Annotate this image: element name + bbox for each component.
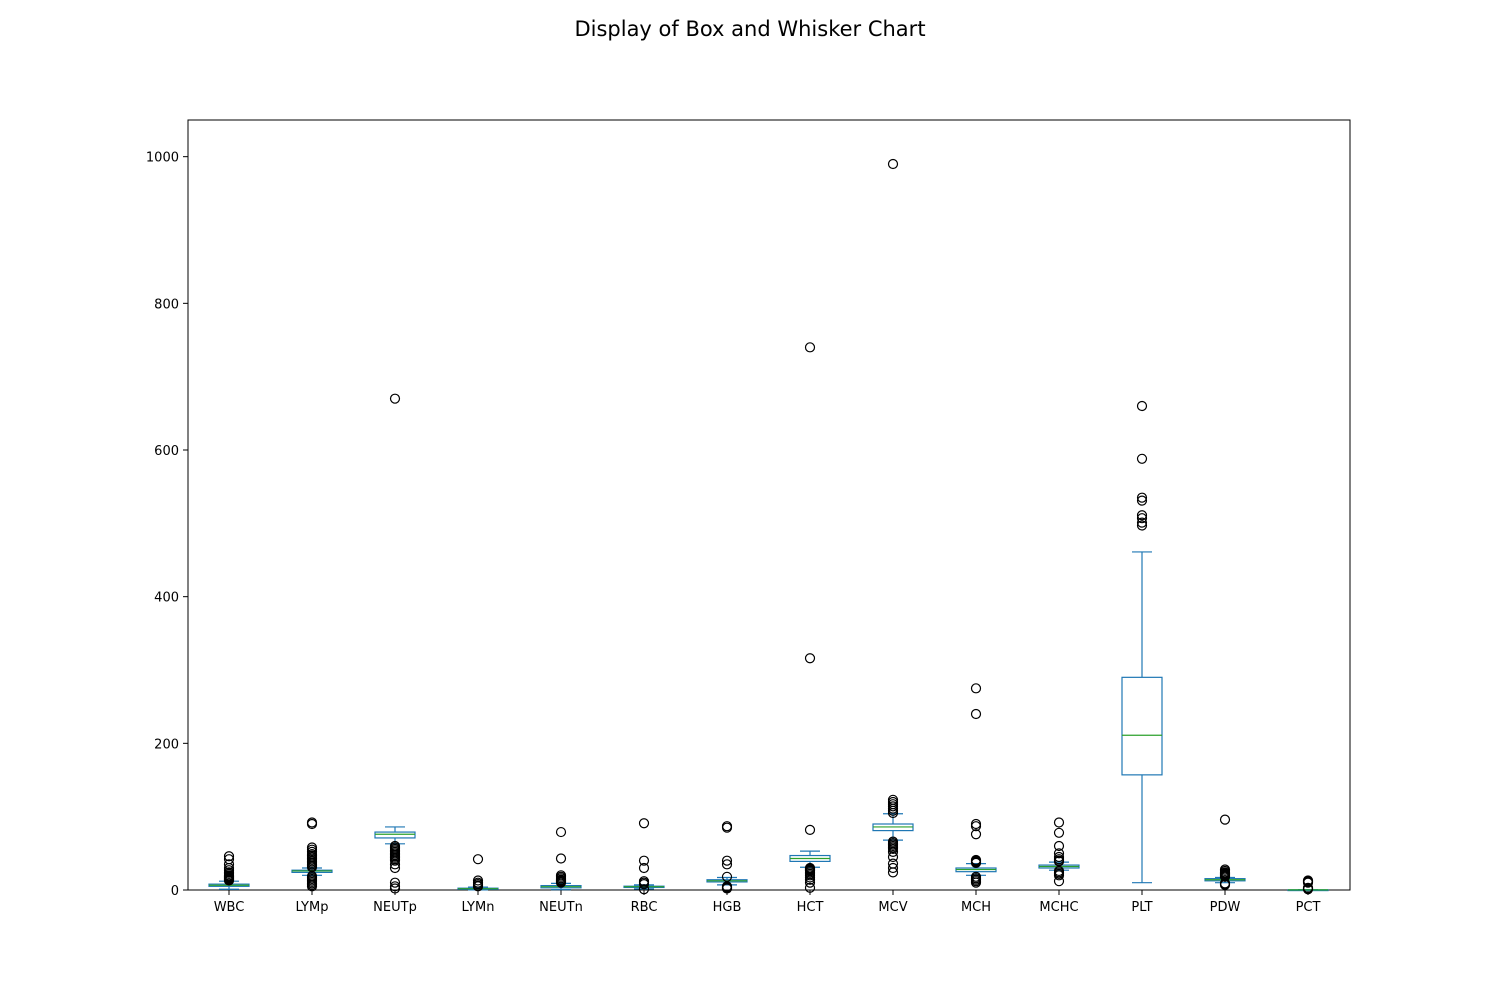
flier-mchc — [1053, 851, 1065, 863]
flier-pct — [1302, 875, 1314, 886]
flier-pct — [1302, 882, 1314, 893]
flier-hct — [804, 653, 816, 664]
box-plt — [1121, 676, 1163, 776]
flier-mchc — [1053, 848, 1065, 859]
flier-plt — [1136, 513, 1148, 524]
flier-neutn — [555, 870, 567, 881]
plot-area: 0 200 400 600 800 1000 WBC LYMp NEUTp LYMn NEUTn RB… — [146, 119, 1351, 915]
x-tick-label-hgb: HGB — [713, 900, 742, 915]
flier-rbc — [638, 862, 650, 874]
flier-rbc — [638, 876, 650, 887]
flier-plt — [1136, 510, 1148, 521]
x-tick-label-pdw: PDW — [1210, 900, 1241, 915]
y-tick-label: 200 — [154, 737, 179, 752]
flier-hgb — [721, 821, 733, 832]
chart-title: Display of Box and Whisker Chart — [574, 17, 925, 41]
flier-mchc — [1053, 840, 1065, 852]
x-tick-label-mchc: MCHC — [1039, 900, 1078, 915]
flier-plt — [1136, 400, 1148, 412]
flier-rbc — [638, 855, 650, 866]
x-tick-label-pct: PCT — [1296, 900, 1321, 915]
flier-lymp — [306, 817, 318, 828]
flier-neutn — [555, 853, 567, 864]
y-tick-label: 400 — [154, 591, 179, 606]
flier-mchc — [1053, 827, 1065, 838]
flier-rbc — [638, 884, 650, 895]
flier-plt — [1136, 492, 1148, 503]
flier-hgb — [721, 871, 733, 882]
y-tick-label: 600 — [154, 444, 179, 459]
x-tick-label-mch: MCH — [961, 900, 991, 915]
y-tick-label: 1000 — [146, 151, 179, 166]
flier-rbc — [638, 818, 650, 829]
flier-hgb — [721, 859, 733, 870]
flier-lymn — [472, 854, 484, 865]
flier-wbc — [223, 859, 235, 870]
x-tick-label-plt: PLT — [1131, 900, 1152, 915]
x-tick-label-lymp: LYMp — [296, 900, 329, 915]
flier-pdw — [1219, 864, 1231, 875]
flier-lymp — [306, 842, 318, 853]
flier-neutp — [389, 393, 401, 404]
flier-mch — [970, 871, 982, 882]
flier-mcv — [887, 794, 899, 805]
y-tick-label: 800 — [154, 297, 179, 312]
flier-mch — [970, 829, 982, 840]
flier-mcv — [887, 158, 899, 170]
box-neutp — [374, 831, 416, 839]
x-tick-label-mcv: MCV — [878, 900, 907, 915]
flier-mchc — [1053, 817, 1065, 828]
flier-plt — [1136, 453, 1148, 464]
flier-mch — [970, 854, 982, 866]
flier-mch — [970, 818, 982, 830]
flier-neutn — [555, 826, 567, 838]
flier-lymn — [472, 875, 484, 886]
flier-neutp — [389, 877, 401, 888]
flier-hct — [804, 882, 816, 893]
plot-frame — [187, 119, 1351, 891]
x-tick-label-neutn: NEUTn — [539, 900, 583, 915]
y-tick-label: 0 — [171, 884, 179, 899]
flier-hct — [804, 342, 816, 353]
flier-wbc — [223, 851, 235, 862]
x-tick-label-hct: HCT — [797, 900, 824, 915]
flier-mcv — [887, 858, 899, 869]
flier-hgb — [721, 855, 733, 866]
x-tick-label-neutp: NEUTp — [373, 900, 417, 915]
flier-mch — [970, 708, 982, 720]
flier-neutp — [389, 840, 401, 852]
flier-plt — [1136, 517, 1148, 528]
flier-plt — [1136, 495, 1148, 506]
flier-hct — [804, 862, 816, 874]
flier-plt — [1136, 520, 1148, 531]
flier-hct — [804, 824, 816, 835]
flier-mcv — [887, 862, 899, 874]
x-tick-label-lymn: LYMn — [462, 900, 495, 915]
flier-pdw — [1219, 814, 1231, 825]
flier-wbc — [223, 854, 235, 865]
flier-mch — [970, 683, 982, 694]
x-tick-label-wbc: WBC — [214, 900, 245, 915]
x-tick-label-rbc: RBC — [631, 900, 658, 915]
flier-mcv — [887, 836, 899, 847]
flier-neutp — [389, 881, 401, 892]
